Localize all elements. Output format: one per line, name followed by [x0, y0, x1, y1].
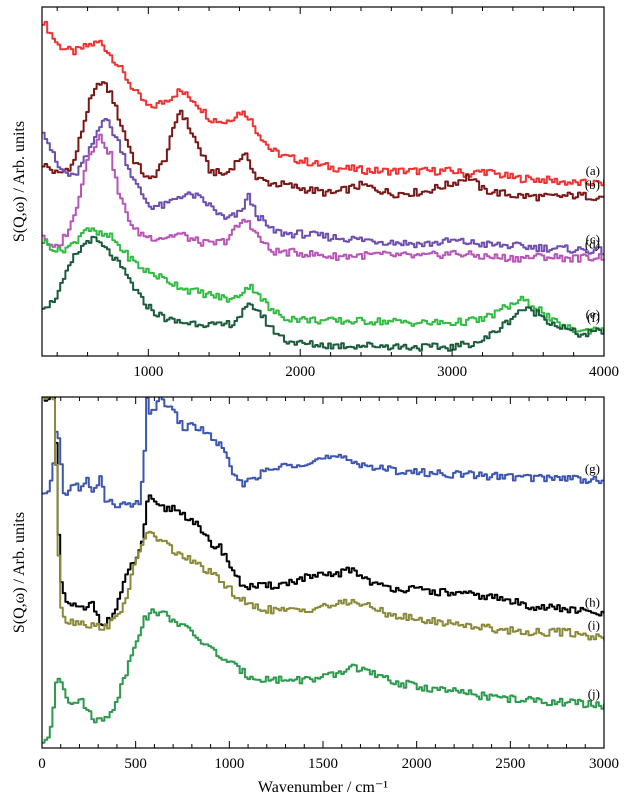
x-tick-label: 500: [124, 756, 147, 772]
plot-frame: [41, 6, 605, 357]
x-tick-label: 3000: [437, 364, 467, 380]
y-axis-label: S(Q,ω) / Arb. units: [11, 512, 28, 633]
series-e-line: [42, 227, 604, 335]
series-label-g: (g): [585, 461, 600, 476]
series-label-b: (b): [585, 177, 600, 192]
series-a-line: [42, 20, 604, 187]
x-tick-label: 1000: [133, 364, 163, 380]
series-i-line: [42, 397, 604, 641]
x-tick-label: 4000: [589, 364, 619, 380]
x-tick-label: 1000: [214, 756, 244, 772]
top-panel: (a)(b) (c)(d) (e)(f) 1000 2000 3000 4000 S(Q,ω)…: [11, 6, 619, 380]
series-f-line: [42, 235, 604, 352]
bottom-panel: (g) (h) (i) (j) 0 500 1000 1500 2000 2500 3000 S(Q,…: [11, 396, 619, 796]
series-label-h: (h): [585, 595, 600, 610]
x-tick-label: 0: [38, 756, 46, 772]
series-j-line: [42, 608, 604, 744]
series-label-e: (e): [586, 306, 600, 321]
series-b-line: [42, 81, 604, 202]
series-c-line: [42, 118, 604, 256]
series-label-j: (j): [588, 686, 600, 701]
x-axis-label: Wavenumber / cm⁻¹: [258, 779, 388, 796]
series-label-f: (f): [587, 310, 600, 325]
x-tick-label: 1500: [308, 756, 338, 772]
x-tick-label: 3000: [589, 756, 619, 772]
series-label-d: (d): [585, 237, 600, 252]
series-label-i: (i): [588, 617, 600, 632]
y-axis-label: S(Q,ω) / Arb. units: [11, 121, 28, 242]
series-label-a: (a): [586, 163, 600, 178]
series-g-line: [42, 397, 604, 509]
series-label-c: (c): [586, 231, 600, 246]
x-tick-label: 2500: [495, 756, 525, 772]
series-d-line: [42, 133, 604, 263]
x-tick-label: 2000: [402, 756, 432, 772]
series-h-line: [43, 397, 604, 627]
x-tick-label: 2000: [285, 364, 315, 380]
